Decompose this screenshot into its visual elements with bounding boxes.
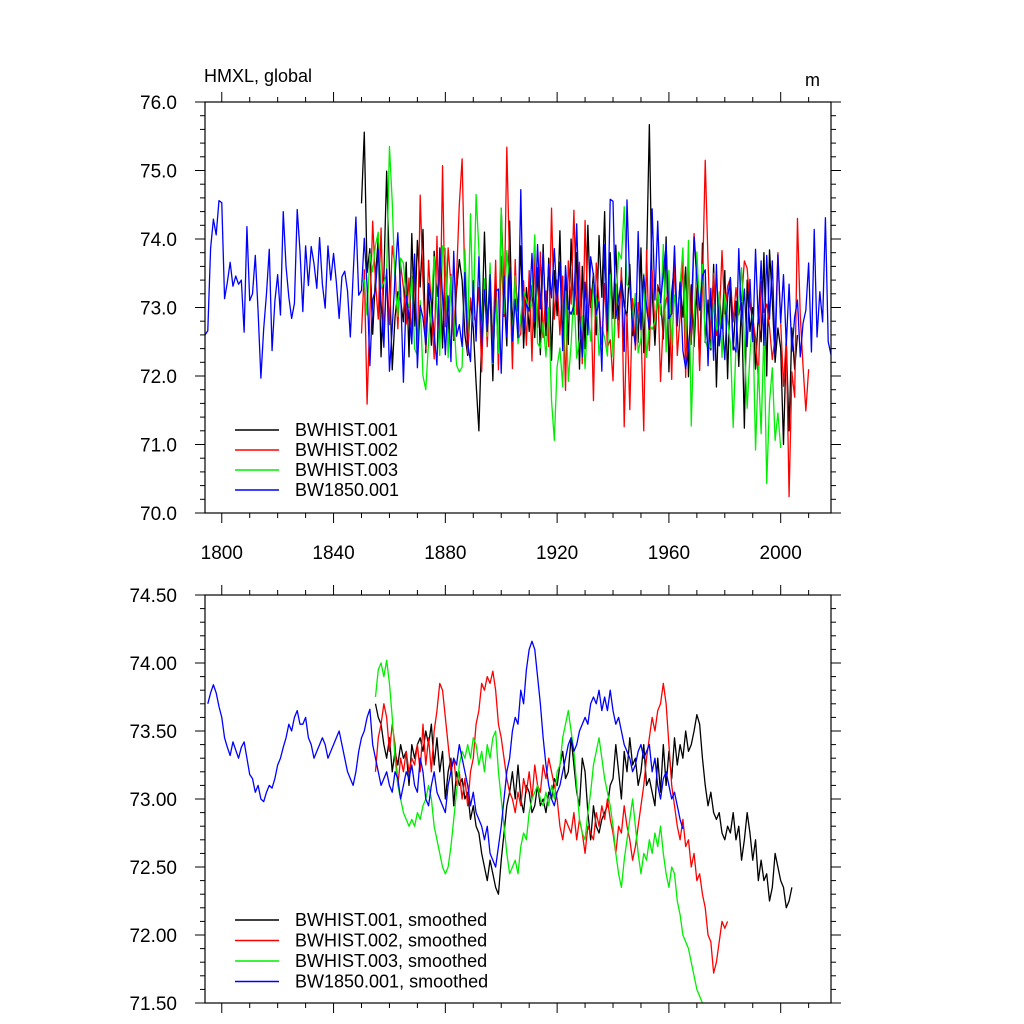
x-tick-label: 1920 <box>536 543 578 564</box>
legend-label: BWHIST.001, smoothed <box>295 910 487 930</box>
y-tick-label: 70.0 <box>140 504 177 525</box>
y-tick-label: 72.50 <box>129 858 177 879</box>
legend-label: BWHIST.003 <box>295 460 398 480</box>
units-label: m <box>805 70 820 90</box>
y-tick-label: 72.0 <box>140 367 177 388</box>
series-line-bw1850-001 <box>205 189 831 383</box>
y-tick-label: 74.00 <box>129 654 177 675</box>
y-tick-label: 73.00 <box>129 790 177 811</box>
y-tick-label: 74.0 <box>140 230 177 251</box>
y-tick-label: 73.0 <box>140 299 177 320</box>
x-tick-label: 1840 <box>312 543 354 564</box>
series-line-bwhist-002-smoothed <box>374 670 729 974</box>
x-tick-label: 1880 <box>424 543 466 564</box>
y-tick-label: 73.50 <box>129 722 177 743</box>
legend-label: BWHIST.002 <box>295 440 398 460</box>
figure-title: HMXL, global <box>204 66 312 86</box>
x-tick-label: 1800 <box>201 543 243 564</box>
y-tick-label: 71.0 <box>140 436 177 457</box>
series-line-bwhist-001-smoothed <box>374 703 793 909</box>
legend-label: BW1850.001 <box>295 480 399 500</box>
legend-label: BWHIST.001 <box>295 420 398 440</box>
y-tick-label: 72.00 <box>129 926 177 947</box>
legend-label: BWHIST.002, smoothed <box>295 931 487 951</box>
series-line-bwhist-001 <box>360 123 799 446</box>
series-line-bwhist-002 <box>360 146 810 498</box>
y-tick-label: 75.0 <box>140 162 177 183</box>
legend-label: BWHIST.003, smoothed <box>295 951 487 971</box>
y-tick-label: 71.50 <box>129 994 177 1015</box>
y-tick-label: 76.0 <box>140 93 177 114</box>
smoothed-panel: 71.50 72.00 72.50 73.00 73.50 74.00 74.50 BWHIS… <box>129 585 841 1015</box>
raw-panel: 1800 1840 1880 1920 1960 2000 70.0 71.0 72.0 73.0… <box>140 92 841 564</box>
legend-label: BW1850.001, smoothed <box>295 972 488 992</box>
x-tick-label: 2000 <box>760 543 802 564</box>
x-tick-label: 1960 <box>648 543 690 564</box>
y-tick-label: 74.50 <box>129 586 177 607</box>
series-line-bw1850-001-smoothed <box>207 640 684 868</box>
